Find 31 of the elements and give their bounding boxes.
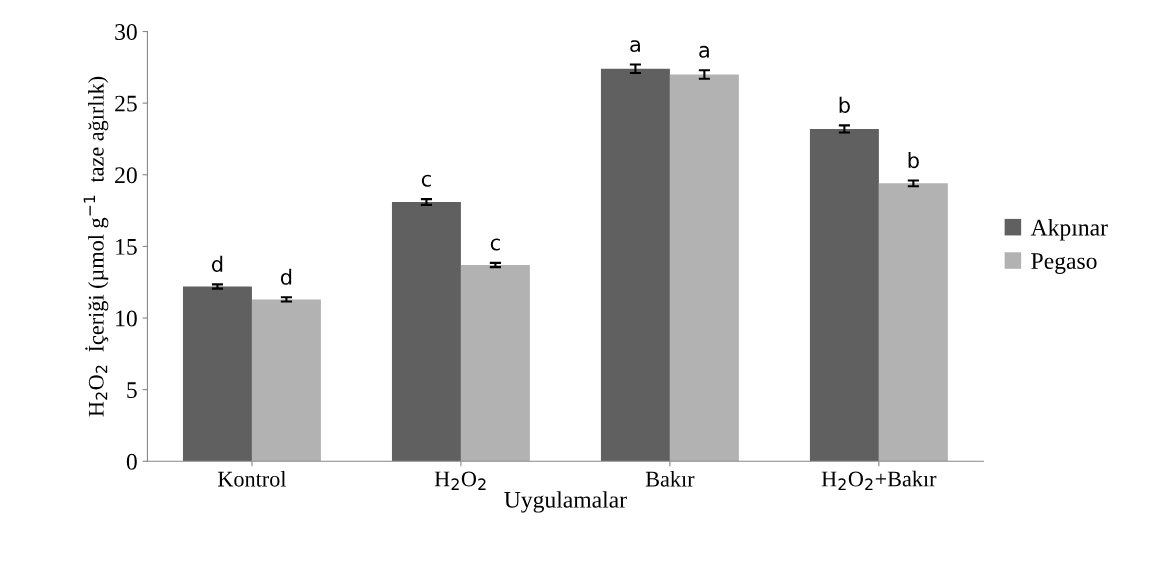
bar <box>460 265 530 462</box>
annotation: d <box>211 255 223 272</box>
y-axis-title: H$_{2}$O$_{2}$ İçeriği (µmol g$^{−1}$ taze ağırlık) <box>83 76 109 417</box>
annotation: b <box>839 96 850 113</box>
bar <box>182 286 252 462</box>
bar <box>391 201 461 462</box>
x-axis-title: Uygulamalar <box>504 491 627 513</box>
bar <box>251 299 321 462</box>
x-tick-label: H$_{2}$O$_{2}$ <box>434 471 486 490</box>
annotation: c <box>421 174 431 187</box>
annotation: a <box>699 45 709 58</box>
y-tick-label: 20 <box>115 167 137 184</box>
y-tick-label: 5 <box>127 382 137 399</box>
x-tick-label: H$_{2}$O$_{2}$+Bakır <box>821 470 937 490</box>
annotation: a <box>630 40 640 53</box>
y-tick-label: 15 <box>116 238 137 255</box>
annotation: c <box>490 238 500 251</box>
legend-label: Pegaso <box>1031 253 1097 274</box>
y-tick-label: 30 <box>115 24 137 40</box>
bar <box>878 183 948 462</box>
y-tick-label: 0 <box>126 453 137 470</box>
y-tick-label: 10 <box>116 310 137 327</box>
bar <box>809 128 879 462</box>
x-tick-label: Bakır <box>645 470 695 487</box>
legend-label: Akpınar <box>1030 219 1108 241</box>
bar <box>669 74 739 462</box>
annotation: b <box>908 152 919 169</box>
x-tick-label: Kontrol <box>218 470 287 487</box>
annotation: d <box>280 268 292 285</box>
bar <box>600 68 670 462</box>
y-tick-label: 25 <box>115 95 137 112</box>
